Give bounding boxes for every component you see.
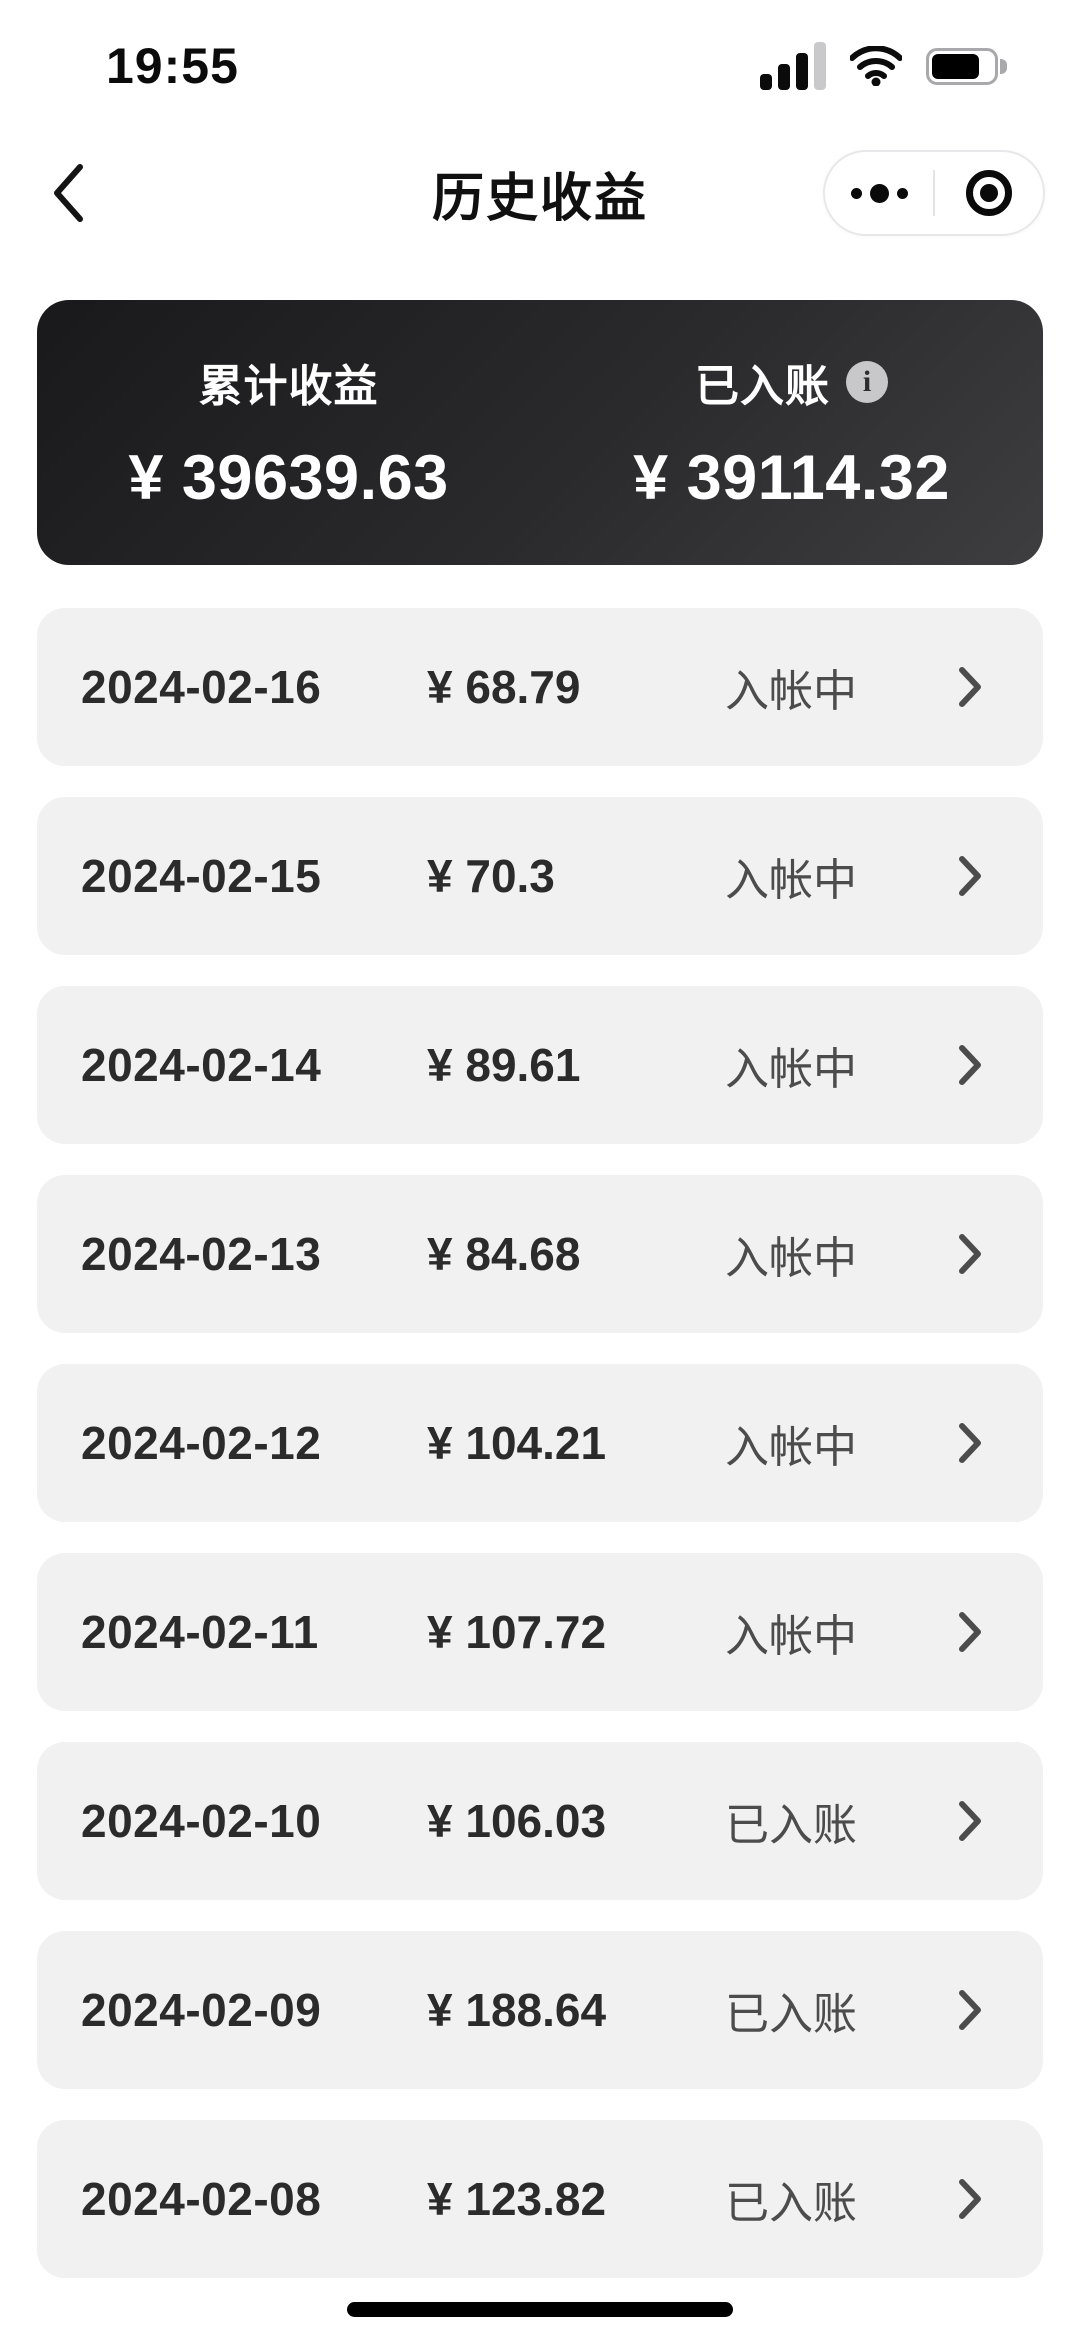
row-date: 2024-02-10 bbox=[81, 1795, 322, 1847]
miniprogram-capsule bbox=[823, 150, 1045, 236]
row-amount: ¥ 106.03 bbox=[427, 1795, 607, 1847]
row-status: 入帐中 bbox=[725, 1423, 857, 1472]
chevron-right-icon bbox=[957, 1232, 983, 1276]
row-status: 入帐中 bbox=[725, 1045, 857, 1094]
chevron-right-icon bbox=[957, 2177, 983, 2221]
earnings-list: 2024-02-16 ¥ 68.79 入帐中 2024-02-15 ¥ 70.3… bbox=[37, 608, 1043, 2278]
row-date: 2024-02-16 bbox=[81, 661, 322, 713]
row-date: 2024-02-12 bbox=[81, 1417, 322, 1469]
row-status: 已入账 bbox=[725, 2179, 857, 2228]
row-date: 2024-02-13 bbox=[81, 1228, 322, 1280]
chevron-right-icon bbox=[957, 665, 983, 709]
status-icons bbox=[760, 42, 1008, 90]
chevron-right-icon bbox=[957, 1799, 983, 1843]
chevron-right-icon bbox=[957, 1988, 983, 2032]
earnings-row[interactable]: 2024-02-08 ¥ 123.82 已入账 bbox=[37, 2120, 1043, 2278]
row-date: 2024-02-15 bbox=[81, 850, 322, 902]
row-status: 入帐中 bbox=[725, 856, 857, 905]
row-amount: ¥ 89.61 bbox=[427, 1039, 581, 1091]
earnings-row[interactable]: 2024-02-12 ¥ 104.21 入帐中 bbox=[37, 1364, 1043, 1522]
more-button[interactable] bbox=[825, 152, 933, 234]
row-amount: ¥ 188.64 bbox=[427, 1984, 607, 2036]
earnings-row[interactable]: 2024-02-09 ¥ 188.64 已入账 bbox=[37, 1931, 1043, 2089]
total-earnings-column: 累计收益 ¥ 39639.63 bbox=[37, 350, 540, 565]
row-status: 已入账 bbox=[725, 1801, 857, 1850]
status-time: 19:55 bbox=[106, 38, 239, 94]
credited-earnings-column: 已入账 i ¥ 39114.32 bbox=[540, 350, 1043, 565]
row-amount: ¥ 104.21 bbox=[427, 1417, 607, 1469]
row-date: 2024-02-09 bbox=[81, 1984, 322, 2036]
row-amount: ¥ 68.79 bbox=[427, 661, 581, 713]
chevron-right-icon bbox=[957, 854, 983, 898]
total-earnings-label: 累计收益 bbox=[198, 362, 379, 411]
battery-icon bbox=[926, 47, 1007, 85]
row-status: 入帐中 bbox=[725, 667, 857, 716]
chevron-right-icon bbox=[957, 1043, 983, 1087]
total-earnings-value: ¥ 39639.63 bbox=[128, 443, 449, 513]
row-amount: ¥ 70.3 bbox=[427, 850, 555, 902]
earnings-summary-card: 累计收益 ¥ 39639.63 已入账 i ¥ 39114.32 bbox=[37, 300, 1043, 565]
earnings-row[interactable]: 2024-02-15 ¥ 70.3 入帐中 bbox=[37, 797, 1043, 955]
back-button[interactable] bbox=[38, 158, 98, 228]
home-indicator[interactable] bbox=[347, 2302, 733, 2317]
chevron-left-icon bbox=[54, 164, 83, 222]
chevron-right-icon bbox=[957, 1421, 983, 1465]
capsule-divider bbox=[933, 170, 935, 216]
row-status: 已入账 bbox=[725, 1990, 857, 2039]
close-home-button[interactable] bbox=[935, 152, 1043, 234]
earnings-row[interactable]: 2024-02-13 ¥ 84.68 入帐中 bbox=[37, 1175, 1043, 1333]
row-amount: ¥ 84.68 bbox=[427, 1228, 581, 1280]
status-bar: 19:55 bbox=[0, 0, 1080, 118]
cellular-signal-icon bbox=[760, 42, 826, 90]
chevron-right-icon bbox=[957, 1610, 983, 1654]
info-icon[interactable]: i bbox=[846, 361, 888, 403]
row-amount: ¥ 123.82 bbox=[427, 2173, 607, 2225]
row-date: 2024-02-08 bbox=[81, 2173, 322, 2225]
row-date: 2024-02-14 bbox=[81, 1039, 322, 1091]
earnings-row[interactable]: 2024-02-16 ¥ 68.79 入帐中 bbox=[37, 608, 1043, 766]
row-status: 入帐中 bbox=[725, 1234, 857, 1283]
earnings-row[interactable]: 2024-02-14 ¥ 89.61 入帐中 bbox=[37, 986, 1043, 1144]
nav-bar: 历史收益 bbox=[0, 118, 1080, 268]
row-amount: ¥ 107.72 bbox=[427, 1606, 607, 1658]
row-status: 入帐中 bbox=[725, 1612, 857, 1661]
target-circle-icon bbox=[966, 170, 1012, 216]
earnings-row[interactable]: 2024-02-11 ¥ 107.72 入帐中 bbox=[37, 1553, 1043, 1711]
page-title: 历史收益 bbox=[431, 169, 648, 228]
earnings-row[interactable]: 2024-02-10 ¥ 106.03 已入账 bbox=[37, 1742, 1043, 1900]
credited-earnings-label: 已入账 bbox=[695, 362, 830, 411]
credited-earnings-value: ¥ 39114.32 bbox=[633, 443, 950, 513]
wifi-icon bbox=[850, 46, 902, 86]
row-date: 2024-02-11 bbox=[81, 1606, 319, 1658]
ellipsis-icon bbox=[850, 187, 862, 199]
